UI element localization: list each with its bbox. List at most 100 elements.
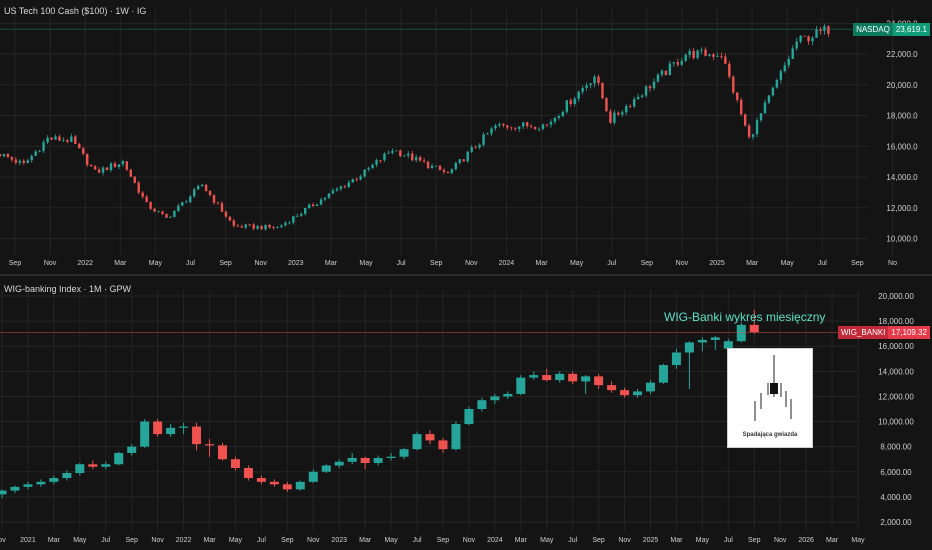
- top-candle-body: [319, 199, 323, 205]
- top-candle-body: [767, 95, 771, 103]
- top-candle-body: [375, 160, 378, 165]
- top-candle-body: [732, 76, 735, 93]
- top-y-tick-label: 10,000.0: [886, 235, 918, 244]
- bottom-candle-body: [62, 473, 72, 479]
- top-candle-body: [422, 160, 426, 162]
- top-candle-body: [82, 148, 85, 154]
- bottom-y-tick-label: 14,000.00: [878, 367, 914, 376]
- bottom-x-tick-label: Mar: [826, 537, 839, 544]
- top-candle-body: [399, 150, 402, 157]
- top-candle-body: [486, 133, 489, 135]
- bottom-x-tick-label: Mar: [359, 537, 372, 544]
- top-candle-body: [688, 50, 691, 55]
- top-candle-body: [779, 71, 783, 81]
- bottom-x-tick-label: Nov: [618, 537, 631, 544]
- bottom-candle-body: [697, 339, 707, 343]
- bottom-candle-body: [477, 400, 487, 409]
- top-candle-body: [700, 49, 703, 51]
- top-candle-body: [585, 85, 588, 89]
- top-candle-body: [133, 176, 136, 183]
- top-candle-body: [430, 165, 434, 169]
- bottom-candle-body: [529, 375, 539, 378]
- shooting-star-inset: Spadająca gwiazda: [727, 348, 813, 448]
- bottom-x-tick-label: May: [384, 537, 398, 544]
- bottom-candle-body: [153, 421, 163, 435]
- bottom-y-tick-label: 20,000.00: [878, 292, 914, 301]
- bottom-x-tick-label: Sep: [592, 537, 605, 544]
- top-candle-body: [426, 161, 430, 169]
- top-candle-body: [589, 83, 592, 86]
- top-candle-body: [141, 192, 144, 197]
- top-candle-body: [292, 216, 295, 223]
- top-candle-body: [193, 189, 196, 197]
- top-candle-body: [244, 224, 247, 228]
- top-candle-body: [601, 82, 604, 99]
- top-candle-body: [46, 137, 49, 143]
- bottom-candle-body: [205, 444, 215, 446]
- top-candle-body: [220, 203, 224, 212]
- top-candle-body: [363, 169, 366, 177]
- top-candle-body: [490, 128, 493, 134]
- top-candle-body: [498, 124, 501, 126]
- top-candle-body: [787, 58, 790, 66]
- top-candle-body: [89, 164, 93, 167]
- top-candle-body: [97, 169, 101, 173]
- top-candle-body: [621, 112, 624, 115]
- top-candle-body: [280, 225, 283, 228]
- top-candle-body: [751, 134, 755, 137]
- top-candle-body: [724, 56, 727, 64]
- top-x-tick-label: May: [781, 260, 795, 267]
- top-candle-body: [815, 29, 818, 38]
- top-candle-body: [609, 111, 612, 123]
- top-candle-body: [652, 81, 656, 89]
- bottom-x-tick-label: Mar: [203, 537, 216, 544]
- top-candle-body: [807, 36, 810, 42]
- bottom-x-tick-label: May: [851, 537, 865, 544]
- bottom-candle-body: [114, 452, 124, 465]
- top-candle-body: [236, 225, 240, 227]
- top-candle-body: [200, 184, 204, 186]
- top-candle-body: [545, 124, 549, 126]
- top-candle-body: [593, 76, 596, 84]
- top-candle-body: [153, 208, 156, 212]
- top-candle-body: [181, 202, 184, 206]
- top-candle-body: [0, 153, 2, 157]
- bottom-candle-body: [256, 478, 266, 482]
- top-candle-body: [510, 127, 513, 129]
- top-candle-body: [240, 226, 243, 228]
- top-candle-body: [109, 163, 113, 171]
- top-candle-body: [62, 140, 65, 142]
- top-candle-body: [359, 176, 362, 180]
- top-y-tick-label: 16,000.0: [886, 142, 918, 151]
- top-candle-body: [204, 184, 208, 191]
- bottom-candle-body: [425, 434, 435, 441]
- top-x-tick-label: Jul: [607, 260, 616, 267]
- top-candle-body: [759, 113, 763, 121]
- bottom-candle-body: [243, 468, 253, 479]
- top-candle-body: [10, 157, 14, 160]
- bottom-candle-body: [269, 481, 279, 485]
- top-candle-body: [125, 161, 129, 170]
- bottom-candle-body: [282, 484, 292, 490]
- top-candle-body: [22, 160, 25, 163]
- top-candle-body: [462, 159, 465, 162]
- top-x-tick-label: Mar: [535, 260, 548, 267]
- bottom-y-tick-label: 16,000.00: [878, 342, 914, 351]
- top-candle-body: [755, 120, 759, 135]
- bottom-candle-body: [334, 461, 344, 466]
- bottom-candle-body: [88, 464, 98, 467]
- top-candle-body: [799, 35, 802, 42]
- top-x-tick-label: Nov: [465, 260, 478, 267]
- bottom-x-tick-label: Jul: [413, 537, 422, 544]
- bottom-candle-body: [75, 464, 85, 474]
- top-candle-body: [514, 128, 517, 130]
- top-candle-body: [307, 204, 311, 209]
- top-candle-body: [18, 160, 22, 163]
- bottom-candle-body: [710, 337, 720, 340]
- top-candle-body: [26, 160, 29, 163]
- bottom-candle-body: [347, 457, 357, 462]
- top-candle-body: [355, 179, 358, 181]
- top-candle-body: [228, 216, 232, 221]
- top-x-tick-label: Jul: [397, 260, 406, 267]
